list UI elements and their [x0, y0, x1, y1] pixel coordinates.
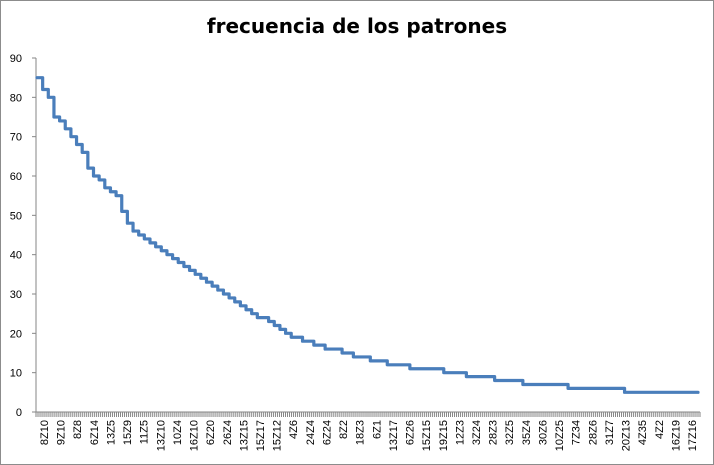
- x-tick-label: 17Z16: [687, 420, 699, 451]
- x-tick-label: 6Z26: [405, 420, 417, 445]
- x-tick-label: 18Z3: [355, 420, 367, 445]
- x-tick-label: 6Z1: [371, 420, 383, 439]
- x-tick-label: 8Z2: [338, 420, 350, 439]
- x-tick-label: 13Z15: [238, 420, 250, 451]
- y-tick-label: 40: [10, 250, 22, 262]
- x-tick-label: 15Z15: [421, 420, 433, 451]
- x-tick-label: 11Z5: [139, 420, 151, 444]
- y-tick-label: 50: [10, 210, 22, 222]
- x-tick-label: 9Z10: [56, 420, 68, 445]
- y-tick-label: 80: [10, 92, 22, 104]
- x-tick-label: 24Z4: [305, 420, 317, 445]
- x-tick-label: 13Z5: [105, 420, 117, 445]
- x-tick-label: 8Z8: [72, 420, 84, 439]
- y-tick-label: 10: [10, 368, 22, 380]
- y-tick-label: 70: [10, 132, 22, 144]
- x-tick-label: 3Z24: [471, 420, 483, 445]
- x-tick-label: 15Z12: [272, 420, 284, 451]
- x-tick-label: 30Z6: [537, 420, 549, 445]
- x-tick-label: 12Z3: [454, 420, 466, 445]
- y-tick-label: 90: [10, 53, 22, 65]
- x-tick-label: 16Z19: [670, 420, 682, 451]
- x-tick-label: 10Z25: [554, 420, 566, 451]
- x-tick-label: 26Z4: [222, 420, 234, 445]
- x-tick-label: 28Z3: [488, 420, 500, 445]
- x-tick-label: 15Z17: [255, 420, 267, 451]
- x-tick-label: 35Z4: [521, 420, 533, 445]
- x-tick-label: 6Z14: [89, 420, 101, 445]
- y-tick-label: 30: [10, 289, 22, 301]
- x-tick-label: 15Z9: [122, 420, 134, 445]
- x-tick-label: 16Z10: [189, 420, 201, 451]
- x-tick-label: 10Z4: [172, 420, 184, 445]
- x-tick-label: 20Z13: [621, 420, 633, 451]
- x-tick-label: 32Z5: [504, 420, 516, 445]
- x-tick-label: 6Z20: [205, 420, 217, 445]
- x-tick-label: 28Z6: [587, 420, 599, 445]
- y-tick-label: 0: [16, 407, 22, 419]
- x-tick-label: 13Z17: [388, 420, 400, 451]
- y-tick-label: 20: [10, 328, 22, 340]
- x-tick-label: 8Z10: [39, 420, 51, 445]
- x-tick-label: 6Z24: [321, 420, 333, 445]
- x-tick-label: 4Z35: [637, 420, 649, 445]
- x-tick-label: 19Z15: [438, 420, 450, 451]
- series-line: [35, 76, 700, 394]
- x-tick-label: 7Z34: [571, 420, 583, 445]
- y-tick-label: 60: [10, 171, 22, 183]
- x-tick-label: 4Z6: [288, 420, 300, 439]
- chart-title: frecuencia de los patrones: [206, 14, 508, 38]
- x-tick-label: 13Z10: [155, 420, 167, 451]
- x-tick-label: 31Z7: [604, 420, 616, 445]
- x-tick-label: 4Z2: [654, 420, 666, 439]
